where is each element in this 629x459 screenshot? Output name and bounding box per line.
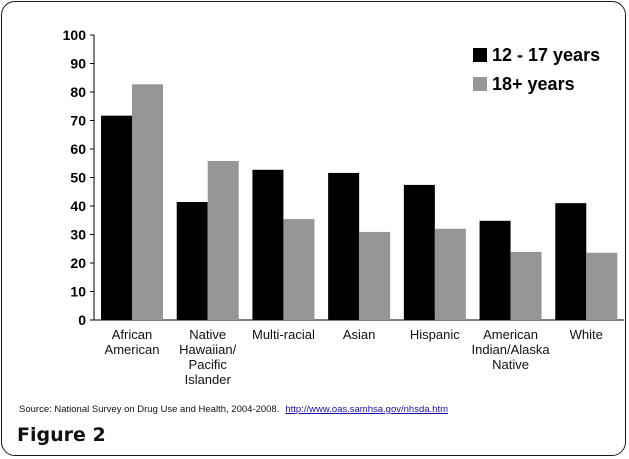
bar-youth [555,203,587,320]
bar-youth [176,202,208,320]
y-tick-label: 40 [70,198,86,214]
y-tick-label: 80 [70,84,86,100]
x-category-label: Multi-racial [252,327,315,342]
x-category-label: African American [104,327,160,357]
legend-swatch [473,77,487,91]
bar-adult [434,228,466,320]
figure-label: Figure 2 [17,424,106,446]
legend-label: 12 - 17 years [492,45,600,65]
bar-youth [101,115,132,320]
source-text: Source: National Survey on Drug Use and … [19,404,280,415]
bar-chart: 0 10 20 30 40 50 60 70 80 90 100 12 - 17 years 18+ y… [63,27,624,328]
bar-youth [328,172,360,320]
y-tick-label: 60 [70,141,86,157]
source-link[interactable]: http://www.oas.samhsa.gov/nhsda.htm [285,404,448,415]
y-tick-label: 50 [70,170,86,186]
y-tick-label: 70 [70,113,86,129]
bar-adult [586,252,618,320]
legend-swatch [473,48,487,62]
bar-youth [403,184,435,320]
x-category-label: Asian [342,327,376,342]
x-category-label: White [569,327,603,342]
bar-youth [252,169,284,320]
bar-adult [359,231,391,320]
source-note: Source: National Survey on Drug Use and … [19,404,448,415]
y-tick-label: 90 [70,56,86,72]
y-tick-label: 10 [70,284,86,300]
y-tick-label: 0 [78,312,86,328]
bar-adult [510,251,542,320]
y-tick-label: 30 [70,227,86,243]
y-tick-label: 20 [70,255,86,271]
legend-label: 18+ years [492,74,575,94]
x-category-label: Native Hawaiian/ Pacific Islander [179,327,237,387]
y-tick-label: 100 [63,27,87,43]
bar-adult [207,160,239,320]
bar-adult [283,219,315,320]
bar-youth [479,220,511,320]
x-category-label: American Indian/Alaska Native [471,327,550,372]
bar-adult [132,84,163,321]
x-category-label: Hispanic [409,327,460,342]
